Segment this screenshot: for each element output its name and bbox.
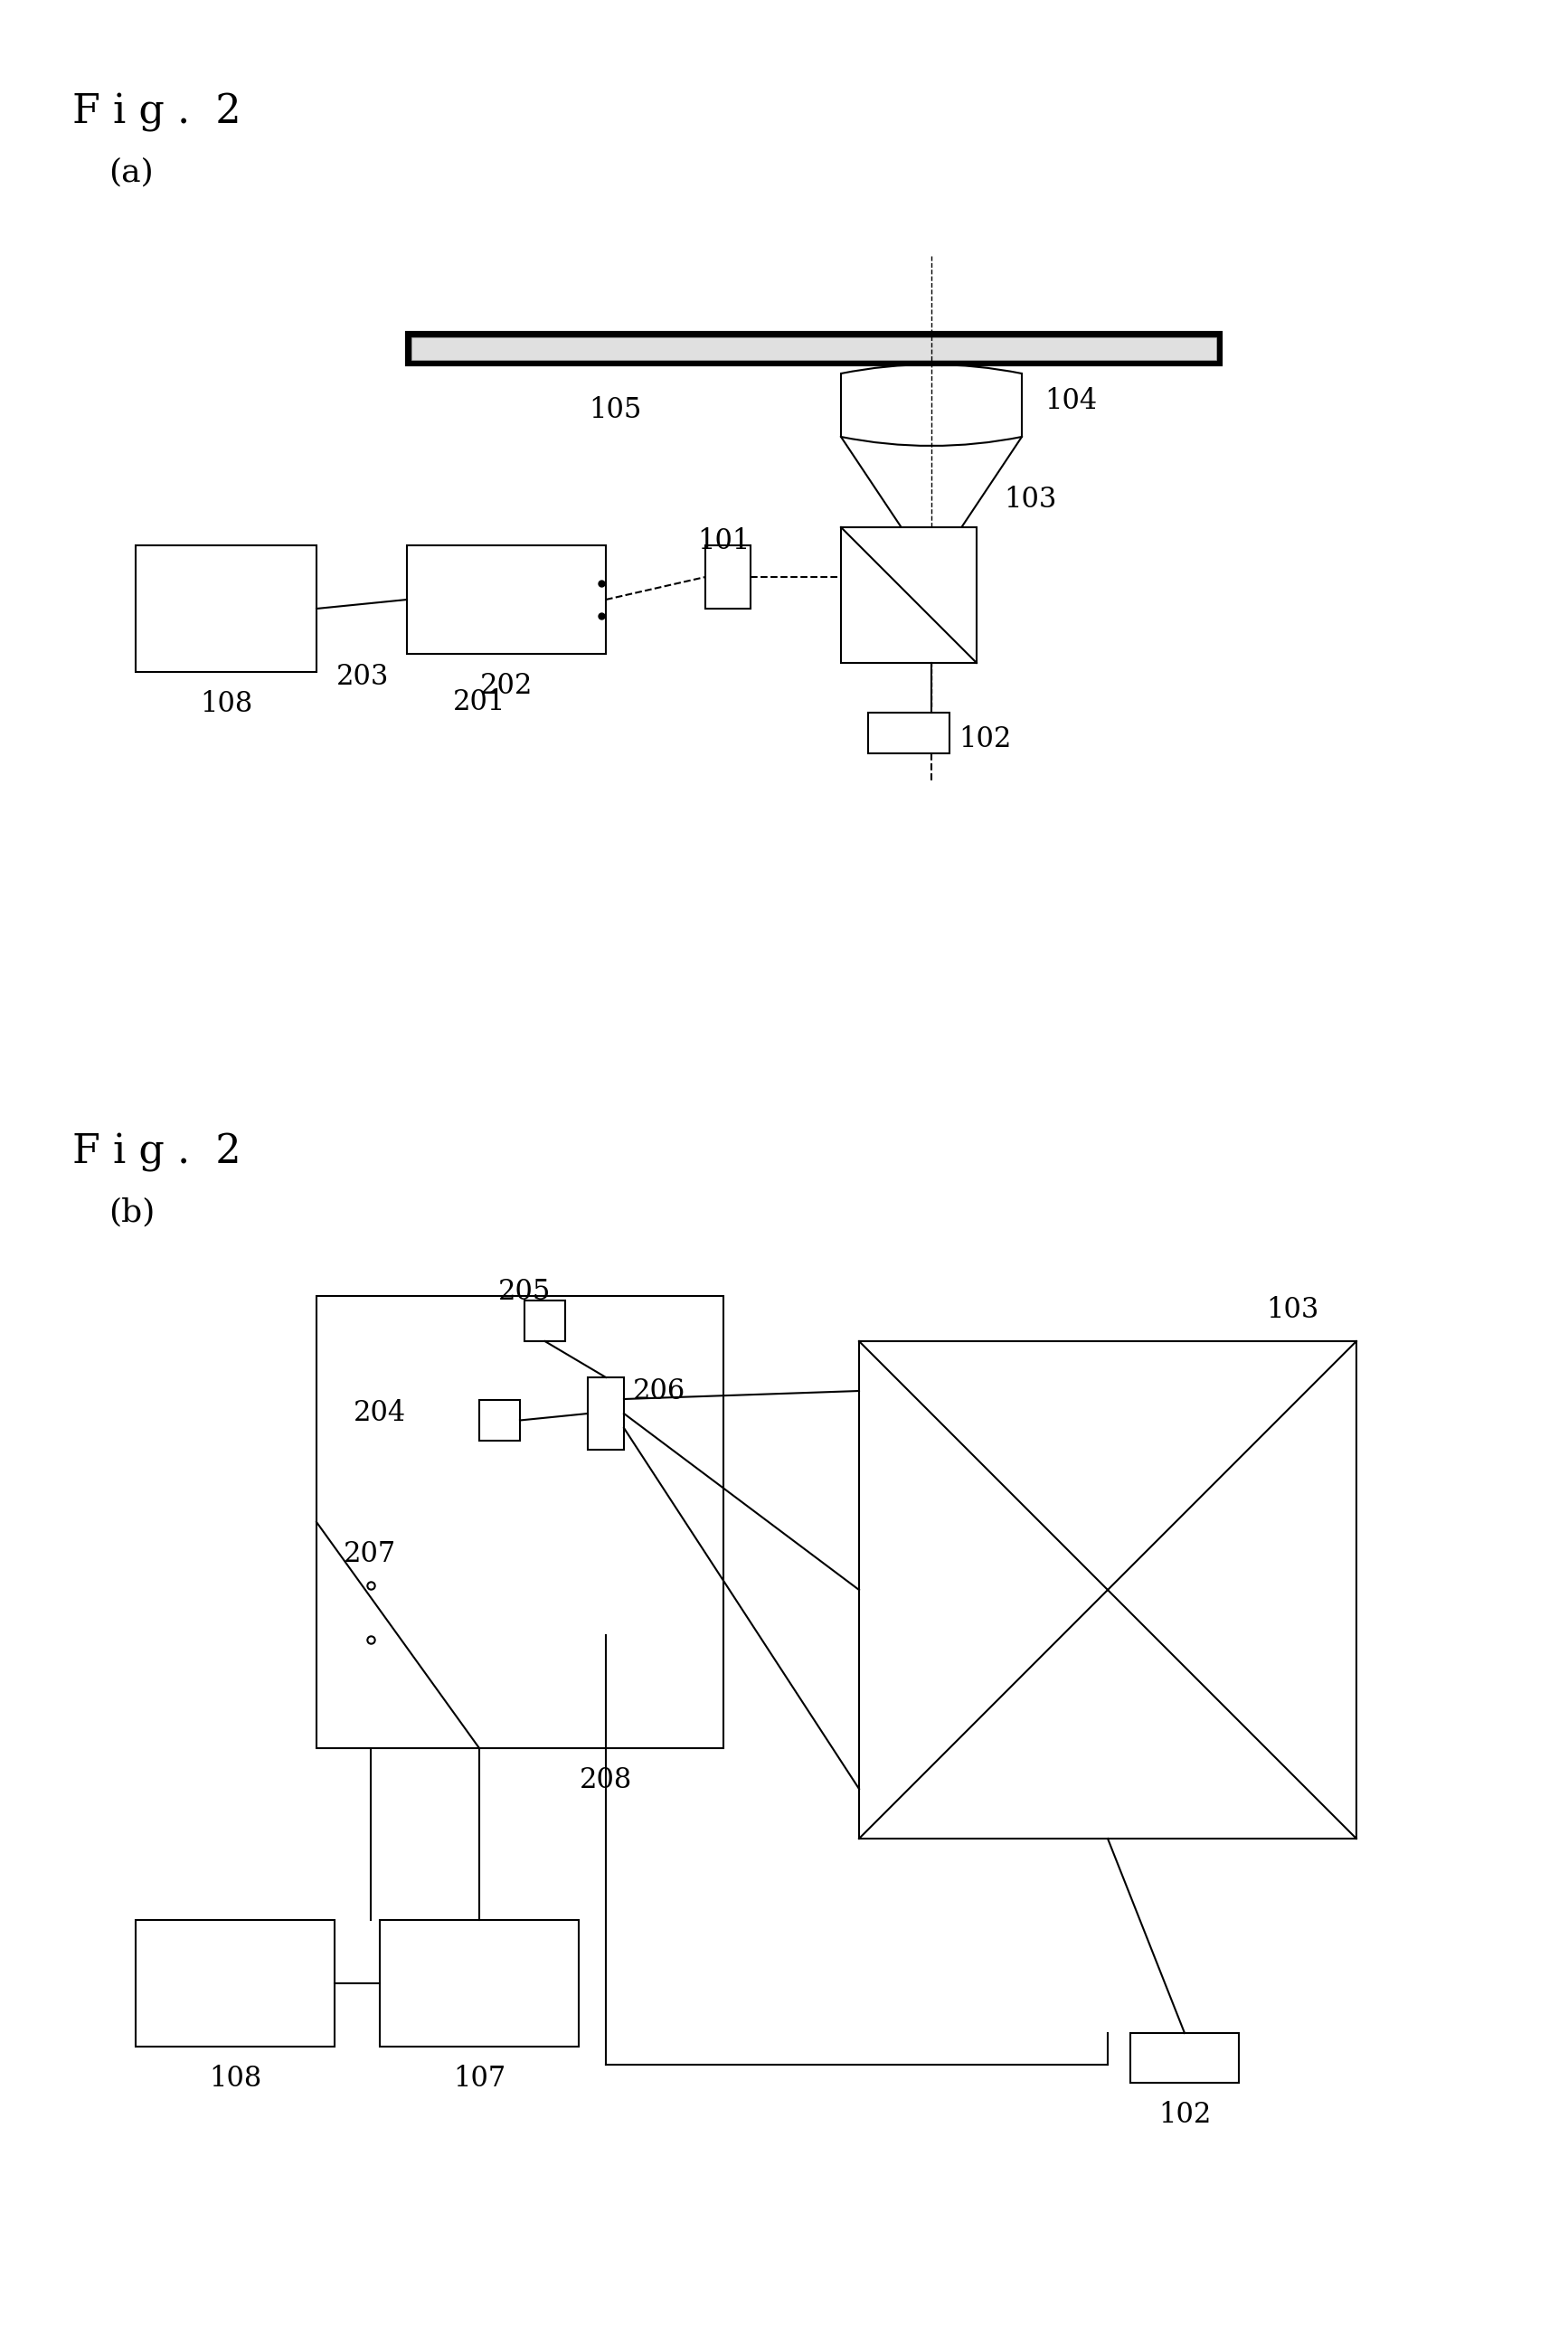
Bar <box>408 544 605 654</box>
Bar <box>588 1378 624 1451</box>
Text: 103: 103 <box>1265 1296 1319 1325</box>
Text: 206: 206 <box>633 1378 685 1406</box>
Text: 204: 204 <box>353 1399 406 1427</box>
Bar <box>411 336 1217 360</box>
Bar <box>859 1341 1356 1838</box>
Text: F i g .  2: F i g . 2 <box>72 93 241 133</box>
Text: (b): (b) <box>108 1196 155 1226</box>
Text: 207: 207 <box>343 1539 397 1567</box>
Text: 202: 202 <box>480 673 533 701</box>
Text: 208: 208 <box>580 1766 632 1794</box>
Text: (a): (a) <box>108 157 154 187</box>
Text: 201: 201 <box>453 689 505 717</box>
Text: 105: 105 <box>588 397 641 425</box>
Text: 102: 102 <box>958 726 1011 755</box>
Text: 205: 205 <box>499 1278 550 1306</box>
Text: F i g .  2: F i g . 2 <box>72 1133 241 1173</box>
Bar <box>136 1920 334 2046</box>
Text: 107: 107 <box>453 2065 505 2093</box>
Bar <box>136 544 317 673</box>
Bar <box>317 1296 723 1747</box>
Bar <box>408 332 1221 364</box>
Text: 203: 203 <box>336 663 389 691</box>
Bar <box>706 544 751 610</box>
Text: 102: 102 <box>1159 2100 1210 2128</box>
Text: 104: 104 <box>1044 388 1098 416</box>
Text: 101: 101 <box>698 528 750 556</box>
Bar <box>524 1301 564 1341</box>
Bar <box>840 528 977 663</box>
Bar <box>869 712 950 752</box>
Text: 108: 108 <box>209 2065 262 2093</box>
Text: 103: 103 <box>1004 486 1057 514</box>
Bar <box>1131 2032 1239 2084</box>
Text: 108: 108 <box>199 689 252 717</box>
Bar <box>480 1399 521 1441</box>
Bar <box>379 1920 579 2046</box>
